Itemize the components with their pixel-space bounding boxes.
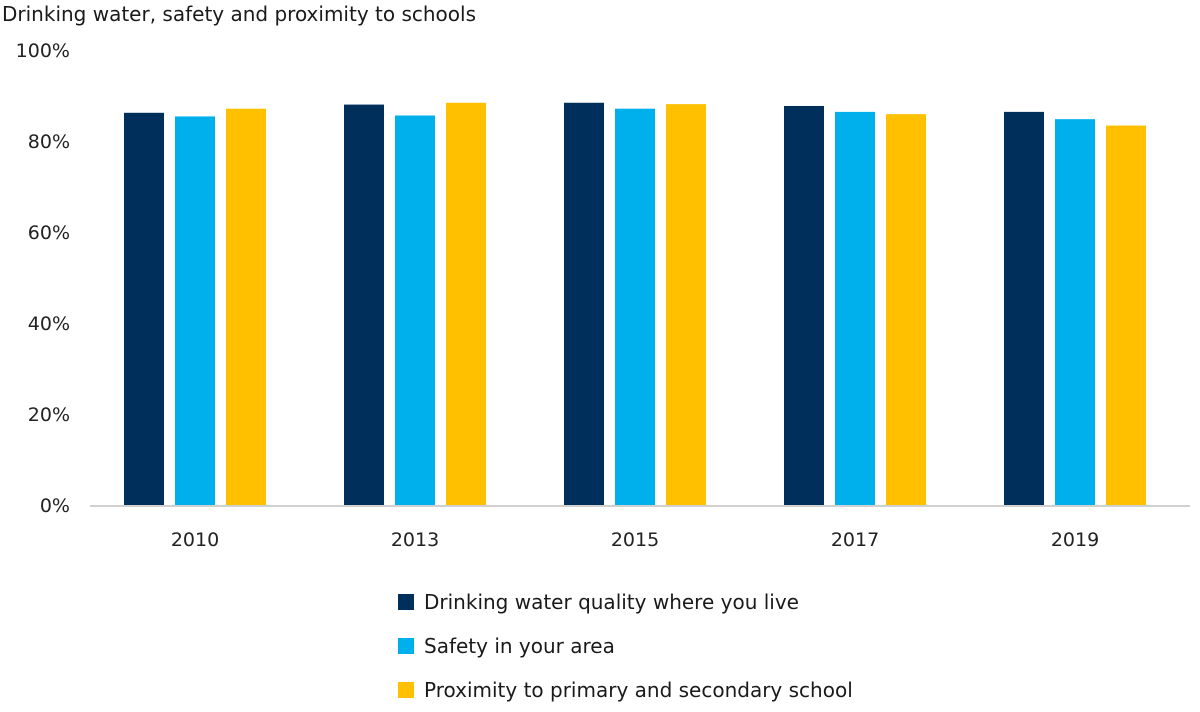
y-tick-label: 40% [28,313,70,335]
bar [784,105,824,505]
y-axis: 0% 20% 40% 60% 80% 100% [16,40,70,517]
legend-label: Drinking water quality where you live [424,590,799,614]
y-tick-label: 80% [28,131,70,153]
bar [344,104,384,505]
x-axis: 2010 2013 2015 2017 2019 [171,529,1099,551]
bars [124,102,1146,506]
legend-label: Proximity to primary and secondary schoo… [424,678,853,702]
y-tick-label: 100% [16,40,70,62]
x-tick-label: 2017 [831,529,879,551]
legend-item: Drinking water quality where you live [398,580,853,624]
y-tick-label: 0% [40,495,70,517]
legend-swatch [398,682,414,698]
bar [835,111,875,505]
legend: Drinking water quality where you live Sa… [398,580,853,712]
bar [175,116,215,506]
bar [564,102,604,505]
bar [1106,125,1146,505]
bar [615,108,655,505]
legend-swatch [398,638,414,654]
bar [1055,119,1095,505]
legend-item: Proximity to primary and secondary schoo… [398,668,853,712]
x-tick-label: 2015 [611,529,659,551]
legend-item: Safety in your area [398,624,853,668]
x-tick-label: 2013 [391,529,439,551]
legend-swatch [398,594,414,610]
chart-title: Drinking water, safety and proximity to … [2,2,477,26]
x-tick-label: 2019 [1051,529,1099,551]
bar [446,102,486,505]
y-tick-label: 20% [28,404,70,426]
bar [395,115,435,506]
bar [886,114,926,505]
bar [226,108,266,505]
y-tick-label: 60% [28,222,70,244]
bar [1004,111,1044,505]
x-tick-label: 2010 [171,529,219,551]
legend-label: Safety in your area [424,634,615,658]
bar [124,112,164,505]
bar [666,104,706,506]
